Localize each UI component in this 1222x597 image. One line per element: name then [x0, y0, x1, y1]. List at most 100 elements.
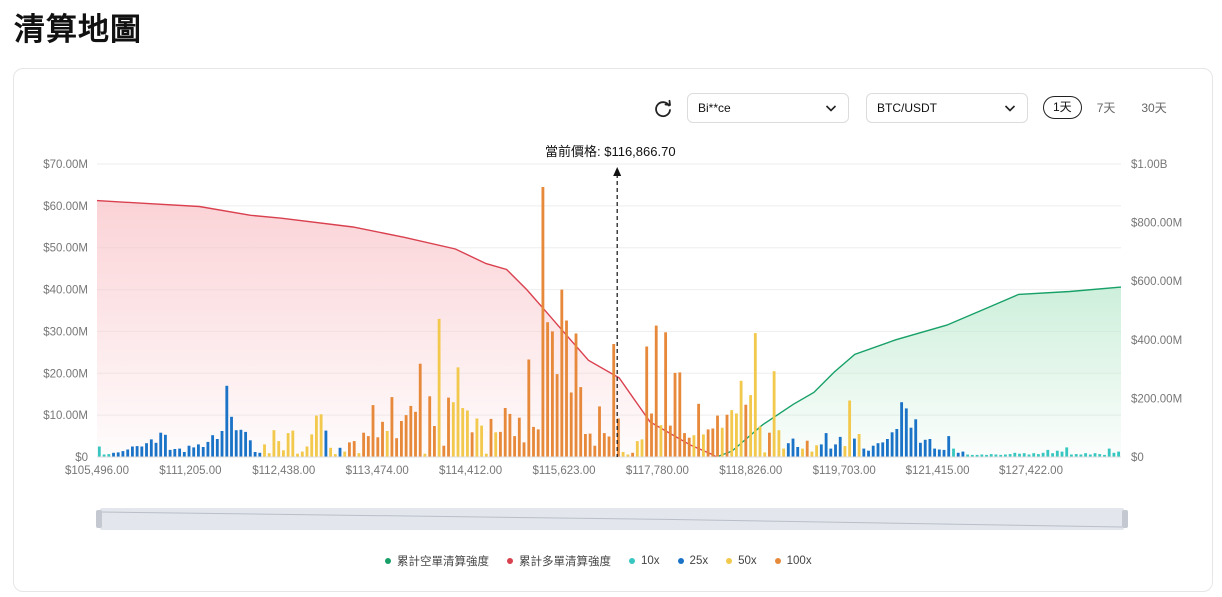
bar-25x [919, 442, 922, 457]
bar-50x [635, 441, 639, 457]
bar-25x [819, 444, 823, 457]
bar-50x [461, 408, 465, 457]
bar-25x [928, 439, 932, 457]
tab-30d[interactable]: 30天 [1141, 101, 1167, 115]
refresh-icon[interactable] [652, 98, 674, 120]
legend-label: 25x [689, 555, 709, 567]
bar-100x [602, 433, 606, 457]
bar-100x [678, 372, 682, 457]
bar-25x [215, 439, 219, 457]
legend-item-50x[interactable]: 50x [726, 553, 757, 569]
bar-25x [253, 452, 257, 457]
bar-10x [975, 454, 979, 457]
legend-dot [507, 558, 513, 564]
bar-50x [333, 454, 337, 457]
bar-25x [909, 427, 913, 457]
bar-10x [1088, 454, 1092, 457]
legend-item-long[interactable]: 累計多單清算強度 [507, 553, 611, 569]
bar-100x [654, 325, 658, 457]
range-tabs: 1天 7天 30天 [1043, 96, 1182, 120]
bar-100x [409, 405, 413, 457]
bar-25x [933, 448, 937, 457]
bar-100x [348, 442, 351, 458]
bar-100x [404, 415, 408, 457]
bar-25x [149, 439, 153, 457]
bar-25x [853, 438, 856, 457]
bar-10x [1055, 450, 1059, 457]
legend-item-10x[interactable]: 10x [629, 553, 660, 569]
bar-50x [357, 453, 361, 457]
legend-dot [774, 558, 781, 564]
exchange-select[interactable]: Bi**ce [687, 93, 849, 123]
bar-25x [890, 432, 894, 457]
bar-25x [786, 443, 790, 457]
legend-dot [385, 558, 391, 564]
bar-100x [631, 452, 635, 457]
bar-50x [272, 430, 276, 457]
legend-item-25x[interactable]: 25x [677, 553, 709, 569]
bar-10x [952, 448, 955, 457]
legend-dot [629, 558, 635, 564]
bar-50x [315, 415, 318, 457]
bar-25x [824, 433, 828, 457]
bar-50x [451, 402, 455, 457]
bar-25x [829, 448, 833, 457]
bar-10x [102, 454, 106, 457]
bar-10x [970, 454, 974, 457]
bar-100x [536, 429, 540, 457]
bar-25x [131, 446, 134, 457]
bar-50x [730, 410, 734, 457]
bar-50x [702, 434, 705, 457]
y-tick-label-left: $30.00M [43, 326, 88, 338]
bar-25x [239, 429, 243, 457]
legend-label: 100x [786, 555, 812, 567]
bar-25x [197, 444, 200, 457]
bar-50x [735, 413, 738, 457]
bar-50x [286, 433, 290, 457]
y-tick-label-right: $0 [1131, 452, 1144, 464]
bar-100x [522, 442, 526, 458]
bar-10x [1008, 454, 1012, 457]
bar-25x [258, 452, 262, 457]
bar-100x [517, 417, 521, 457]
pair-select[interactable]: BTC/USDT [866, 93, 1028, 123]
bar-25x [145, 443, 148, 457]
bar-10x [1041, 452, 1045, 457]
range-slider-handle-right [1122, 510, 1128, 528]
bar-100x [489, 418, 493, 457]
bar-25x [220, 431, 224, 457]
bar-10x [1022, 453, 1026, 457]
legend-label: 10x [641, 555, 660, 567]
legend-item-100x[interactable]: 100x [774, 553, 812, 569]
x-tick-label: $127,422.00 [999, 465, 1063, 477]
legend-item-short[interactable]: 累計空單清算強度 [385, 553, 489, 569]
bar-100x [565, 320, 568, 457]
bar-10x [994, 454, 998, 457]
x-tick-label: $111,205.00 [159, 465, 221, 477]
bar-50x [277, 441, 281, 457]
bar-100x [433, 426, 436, 457]
tab-7d[interactable]: 7天 [1096, 101, 1116, 115]
bar-25x [159, 432, 163, 457]
bar-100x [650, 413, 653, 457]
bar-50x [494, 432, 498, 457]
bar-100x [503, 408, 507, 457]
bar-10x [1074, 454, 1078, 457]
bar-25x [867, 450, 870, 457]
bar-50x [385, 431, 389, 457]
bar-50x [456, 367, 460, 457]
x-tick-label: $121,415.00 [906, 465, 970, 477]
bar-10x [980, 454, 984, 457]
bar-50x [319, 414, 323, 457]
bar-100x [381, 421, 384, 457]
tab-1d[interactable]: 1天 [1043, 96, 1082, 119]
bar-50x [758, 426, 762, 457]
bar-50x [484, 453, 488, 457]
bar-50x [692, 435, 696, 457]
bar-100x [362, 432, 366, 457]
x-tick-label: $105,496.00 [65, 465, 129, 477]
bar-25x [886, 439, 889, 457]
bar-25x [834, 444, 837, 457]
bar-100x [414, 411, 417, 457]
